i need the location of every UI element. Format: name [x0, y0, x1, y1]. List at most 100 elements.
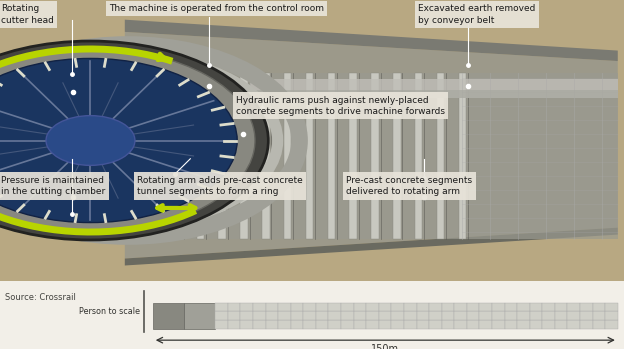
Bar	[240, 73, 248, 239]
Text: The machine is operated from the control room: The machine is operated from the control…	[109, 4, 324, 13]
Bar	[379, 303, 391, 311]
Bar	[492, 320, 505, 329]
Bar	[159, 73, 618, 239]
Bar	[517, 311, 530, 320]
Bar	[303, 320, 316, 329]
Bar	[240, 311, 253, 320]
Text: Rotating arm adds pre-cast concrete
tunnel segments to form a ring: Rotating arm adds pre-cast concrete tunn…	[137, 176, 303, 196]
Bar	[429, 311, 442, 320]
Bar	[467, 311, 479, 320]
Bar	[278, 303, 291, 311]
Bar	[567, 311, 580, 320]
Bar	[417, 311, 429, 320]
Bar	[467, 303, 479, 311]
Bar	[303, 303, 316, 311]
Bar	[454, 311, 467, 320]
Bar	[593, 320, 605, 329]
Bar	[266, 320, 278, 329]
Text: Pre-cast concrete segments
delivered to rotating arm: Pre-cast concrete segments delivered to …	[346, 176, 472, 196]
Bar	[492, 311, 505, 320]
Bar	[467, 320, 479, 329]
Bar	[605, 303, 618, 311]
Bar	[371, 73, 379, 239]
Bar	[291, 303, 303, 311]
Bar	[505, 303, 517, 311]
Bar	[278, 311, 291, 320]
Bar	[404, 311, 417, 320]
Bar	[437, 73, 444, 239]
Bar	[278, 320, 291, 329]
Bar	[0, 0, 624, 281]
Bar	[530, 303, 542, 311]
Bar	[605, 320, 618, 329]
Bar	[328, 320, 341, 329]
Bar	[366, 311, 379, 320]
Bar	[442, 311, 454, 320]
Bar	[250, 90, 618, 98]
Polygon shape	[125, 32, 618, 259]
Bar	[442, 320, 454, 329]
Bar	[240, 303, 253, 311]
Bar	[341, 320, 354, 329]
Text: Rotating
cutter head: Rotating cutter head	[1, 4, 54, 25]
Bar	[593, 311, 605, 320]
Bar	[266, 303, 278, 311]
Bar	[228, 320, 240, 329]
Bar	[492, 303, 505, 311]
Bar	[316, 320, 328, 329]
Bar	[0, 281, 624, 349]
Bar	[240, 320, 253, 329]
Bar	[379, 311, 391, 320]
Bar	[253, 311, 266, 320]
Bar	[306, 73, 313, 239]
Bar	[479, 311, 492, 320]
Bar	[266, 311, 278, 320]
Text: Person to scale: Person to scale	[79, 307, 140, 316]
Bar	[567, 303, 580, 311]
Bar	[542, 320, 555, 329]
Bar	[291, 320, 303, 329]
Bar	[530, 311, 542, 320]
Bar	[517, 303, 530, 311]
Ellipse shape	[46, 116, 135, 165]
Bar	[479, 303, 492, 311]
Bar	[284, 73, 291, 239]
Bar	[215, 303, 228, 311]
Text: Excavated earth removed
by conveyor belt: Excavated earth removed by conveyor belt	[418, 4, 535, 25]
Bar	[328, 311, 341, 320]
Bar	[454, 320, 467, 329]
Bar	[391, 311, 404, 320]
Ellipse shape	[0, 49, 255, 232]
Bar	[349, 73, 357, 239]
Bar	[417, 320, 429, 329]
Bar	[328, 73, 335, 239]
Bar	[442, 303, 454, 311]
Bar	[542, 303, 555, 311]
Bar	[429, 320, 442, 329]
Text: Pressure is maintained
in the cutting chamber: Pressure is maintained in the cutting ch…	[1, 176, 105, 196]
Text: 150m: 150m	[371, 344, 399, 349]
Bar	[505, 311, 517, 320]
Bar	[555, 311, 567, 320]
Bar	[517, 320, 530, 329]
Bar	[354, 303, 366, 311]
Bar	[454, 303, 467, 311]
Bar	[593, 303, 605, 311]
Bar	[184, 303, 215, 329]
Bar	[580, 320, 593, 329]
Bar	[393, 73, 401, 239]
Bar	[366, 303, 379, 311]
Text: Hydraulic rams push against newly-placed
concrete segments to drive machine forw: Hydraulic rams push against newly-placed…	[236, 96, 445, 116]
Bar	[153, 303, 184, 329]
Bar	[404, 320, 417, 329]
Bar	[366, 320, 379, 329]
Bar	[253, 320, 266, 329]
Bar	[404, 303, 417, 311]
Bar	[567, 320, 580, 329]
Bar	[215, 320, 228, 329]
Bar	[542, 311, 555, 320]
Bar	[262, 73, 270, 239]
Bar	[253, 303, 266, 311]
Bar	[316, 311, 328, 320]
Bar	[391, 320, 404, 329]
